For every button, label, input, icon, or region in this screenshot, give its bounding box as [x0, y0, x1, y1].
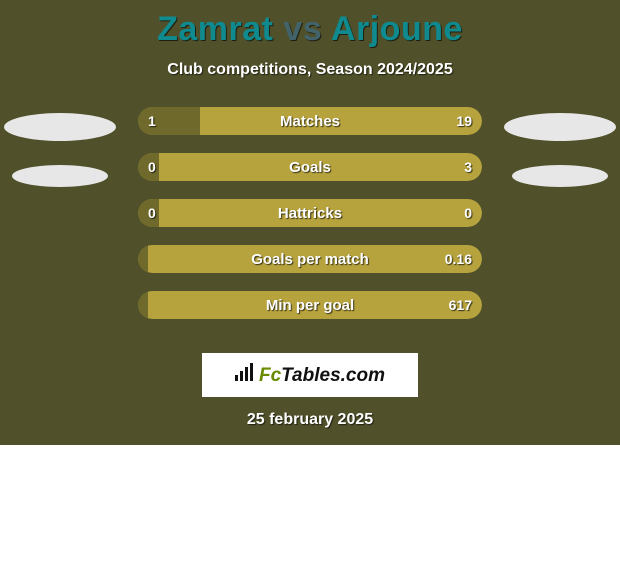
bar-row-matches: 1 Matches 19 [138, 107, 482, 135]
bar-chart-icon [235, 363, 253, 381]
bar-row-goals-per-match: Goals per match 0.16 [138, 245, 482, 273]
bar-track [138, 245, 482, 273]
bar-track [138, 291, 482, 319]
logo-main: Tables [281, 365, 341, 386]
player2-name: Arjoune [331, 10, 463, 48]
bar-left-fill [138, 107, 200, 135]
bar-row-min-per-goal: Min per goal 617 [138, 291, 482, 319]
vs-label: vs [283, 10, 322, 48]
logo-box: FcTables.com [202, 353, 418, 397]
right-badge-2 [512, 165, 608, 187]
bar-left-fill [138, 245, 148, 273]
bar-left-fill [138, 199, 159, 227]
stats-panel: Zamrat vs Arjoune Club competitions, Sea… [0, 0, 620, 445]
bar-left-fill [138, 291, 148, 319]
left-badge-1 [4, 113, 116, 141]
right-badge-column [500, 107, 620, 187]
left-badge-2 [12, 165, 108, 187]
bar-row-hattricks: 0 Hattricks 0 [138, 199, 482, 227]
subtitle: Club competitions, Season 2024/2025 [0, 61, 620, 79]
right-badge-1 [504, 113, 616, 141]
left-badge-column [0, 107, 120, 187]
bar-row-goals: 0 Goals 3 [138, 153, 482, 181]
page-title: Zamrat vs Arjoune [0, 0, 620, 49]
bar-left-fill [138, 153, 159, 181]
logo-suffix: .com [341, 365, 385, 386]
content-area: 1 Matches 19 0 Goals 3 0 Hattricks 0 [0, 107, 620, 347]
fctables-logo: FcTables.com [235, 363, 385, 387]
logo-text: FcTables.com [259, 365, 385, 387]
bar-track [138, 153, 482, 181]
logo-prefix: Fc [259, 365, 281, 386]
date-label: 25 february 2025 [0, 411, 620, 429]
comparison-bars: 1 Matches 19 0 Goals 3 0 Hattricks 0 [138, 107, 482, 319]
player1-name: Zamrat [157, 10, 273, 48]
bar-track [138, 199, 482, 227]
